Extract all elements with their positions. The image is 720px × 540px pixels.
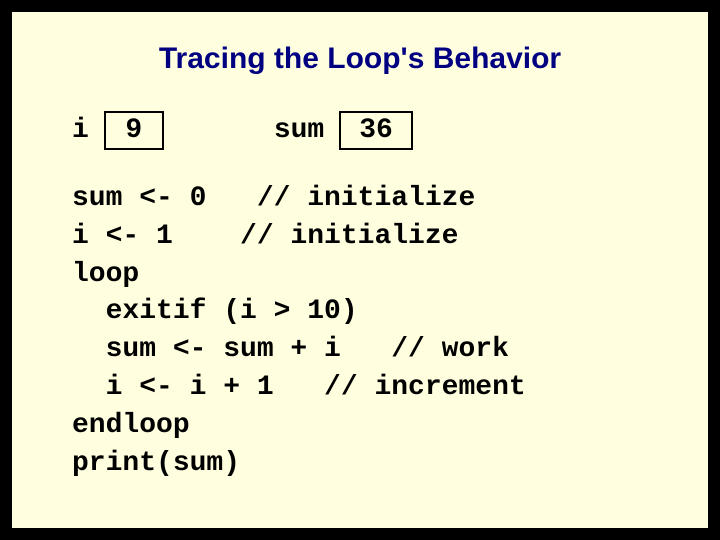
var-i-value-box: 9 bbox=[104, 111, 164, 150]
slide-title: Tracing the Loop's Behavior bbox=[72, 42, 648, 76]
code-line: loop bbox=[72, 259, 139, 290]
trace-row: i 9 sum 36 bbox=[72, 111, 648, 150]
code-line: sum <- 0 // initialize bbox=[72, 183, 475, 214]
code-line: endloop bbox=[72, 410, 190, 441]
pseudocode-block: sum <- 0 // initialize i <- 1 // initial… bbox=[72, 180, 648, 482]
code-line: exitif (i > 10) bbox=[72, 296, 358, 327]
var-i-label: i bbox=[72, 115, 89, 146]
code-line: print(sum) bbox=[72, 448, 240, 479]
var-sum-label: sum bbox=[274, 115, 324, 146]
code-line: i <- 1 // initialize bbox=[72, 221, 458, 252]
code-line: i <- i + 1 // increment bbox=[72, 372, 526, 403]
var-sum-value-box: 36 bbox=[339, 111, 413, 150]
slide-container: Tracing the Loop's Behavior i 9 sum 36 s… bbox=[10, 10, 710, 530]
code-line: sum <- sum + i // work bbox=[72, 334, 509, 365]
